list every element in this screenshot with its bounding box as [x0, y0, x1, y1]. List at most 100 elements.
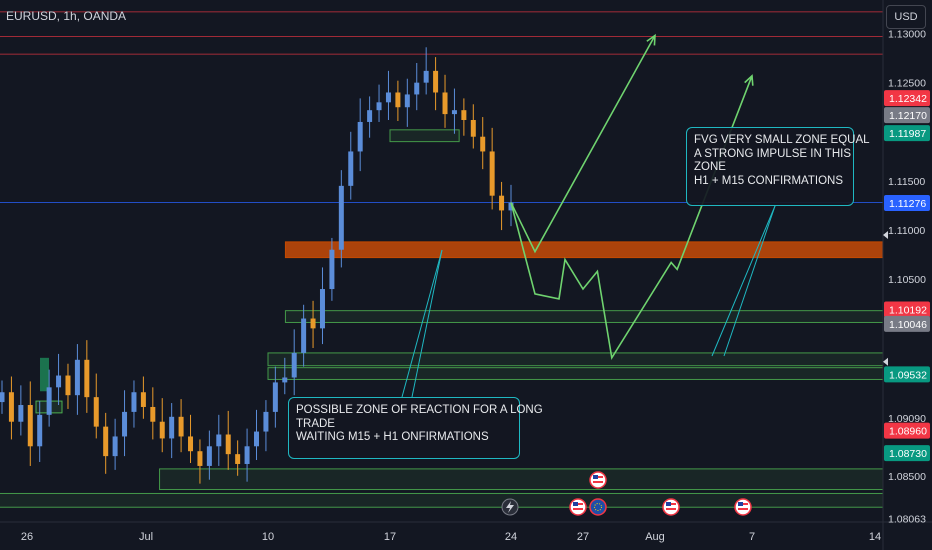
price-badge-label: 1.09532: [889, 369, 927, 381]
price-badge-label: 1.11987: [889, 128, 926, 140]
price-badge: [884, 422, 930, 439]
candle-body: [470, 120, 476, 137]
candle-body: [499, 195, 505, 211]
price-badge: [884, 90, 930, 107]
candle-body: [244, 446, 250, 464]
price-badge-label: 1.11276: [889, 198, 926, 210]
price-tick-label: 1.08063: [888, 514, 926, 526]
candle-body: [216, 434, 222, 447]
candle-body: [461, 110, 467, 121]
time-tick-label: 27: [577, 531, 589, 543]
candle-body: [480, 136, 486, 152]
candle-body: [169, 416, 175, 439]
time-tick-label: 14: [869, 531, 881, 543]
candle-body: [338, 185, 344, 250]
support-zone: [389, 129, 460, 143]
price-badge: [884, 366, 930, 383]
candle-body: [357, 121, 363, 152]
callout-pointer: [711, 205, 776, 357]
long-zone-callout[interactable]: POSSIBLE ZONE OF REACTION FOR A LONG TRA…: [288, 397, 543, 459]
callout-line: A STRONG IMPULSE IN THIS: [694, 147, 851, 160]
flag-icon-us: [662, 498, 680, 516]
callout-pointer: [401, 249, 443, 398]
eu-stars: [594, 503, 602, 511]
price-badge-label: 1.12342: [889, 93, 927, 105]
support-zone: [159, 468, 884, 491]
price-tick-label: 1.10500: [888, 274, 926, 286]
candle-body: [197, 451, 203, 466]
candle-body: [188, 436, 194, 452]
fvg-zone-callout[interactable]: FVG VERY SMALL ZONE EQUAL A STRONG IMPUL…: [686, 127, 870, 206]
candle-body: [508, 202, 514, 211]
price-badge-label: 1.08960: [889, 426, 927, 438]
flag-stripe: [593, 481, 603, 483]
flag-stripe: [666, 508, 676, 510]
candle-body: [423, 70, 429, 83]
flag-stripe: [738, 508, 748, 510]
candles: [0, 47, 514, 484]
candle-body: [206, 446, 212, 466]
projection-arrowhead: [744, 74, 754, 86]
candle-body: [272, 382, 278, 412]
support-zone: [284, 310, 884, 323]
candle-body: [367, 110, 373, 122]
support-zone: [267, 367, 884, 380]
candle-body: [442, 92, 448, 115]
projection-path-a: [510, 35, 656, 254]
time-tick-label: Jul: [139, 531, 153, 543]
candle-body: [235, 454, 241, 464]
candle-body: [65, 375, 71, 396]
candle-body: [56, 375, 62, 388]
callout-line: H1 + M15 CONFIRMATIONS: [694, 174, 843, 187]
flag-canton: [573, 502, 578, 506]
candle-body: [150, 406, 156, 422]
price-tick-label: 1.08500: [888, 471, 926, 483]
support-zone: [267, 352, 884, 367]
time-tick-label: Aug: [645, 531, 665, 543]
flag-icon-eu: [589, 498, 607, 516]
price-tick-label: 1.13000: [888, 29, 926, 41]
time-tick-label: 10: [262, 531, 274, 543]
candle-body: [112, 436, 118, 457]
callout-line: TRADE: [296, 417, 335, 430]
time-tick-label: 26: [21, 531, 33, 543]
callout-line: FVG VERY SMALL ZONE EQUAL: [694, 134, 870, 146]
price-badge: [884, 445, 930, 462]
time-tick-label: 17: [384, 531, 396, 543]
price-badge-label: 1.12170: [889, 110, 927, 122]
price-badge-label: 1.10046: [889, 319, 927, 331]
candle-body: [310, 318, 316, 329]
price-badge: [884, 301, 930, 318]
candle-body: [225, 434, 231, 455]
candle-body: [404, 94, 410, 108]
flag-icon-us: [734, 498, 752, 516]
candle-body: [254, 431, 259, 447]
candle-body: [395, 92, 401, 108]
flag-icon-us: [589, 471, 607, 489]
currency-button[interactable]: USD: [886, 5, 926, 29]
price-tick-label: 1.11000: [888, 225, 925, 237]
candle-body: [122, 411, 128, 437]
flag-canton: [738, 502, 743, 506]
candle-body: [376, 102, 382, 111]
flag-canton: [593, 475, 598, 479]
candle-body: [8, 392, 14, 422]
candle-body: [0, 392, 5, 403]
support-zone: [40, 357, 49, 392]
candle-body: [489, 151, 495, 196]
candle-body: [46, 387, 52, 415]
candle-body: [140, 392, 146, 407]
price-badge: [884, 125, 930, 142]
symbol-title: EURUSD, 1h, OANDA: [6, 9, 127, 23]
candle-body: [385, 92, 391, 103]
price-tick-label: 1.11500: [888, 176, 925, 188]
callout-line: POSSIBLE ZONE OF REACTION FOR A LONG: [296, 404, 543, 416]
time-tick-label: 24: [505, 531, 517, 543]
candle-body: [159, 421, 165, 439]
candle-body: [329, 249, 335, 290]
candle-body: [433, 70, 439, 93]
flag-stripe: [573, 508, 583, 510]
candle-body: [263, 411, 269, 432]
